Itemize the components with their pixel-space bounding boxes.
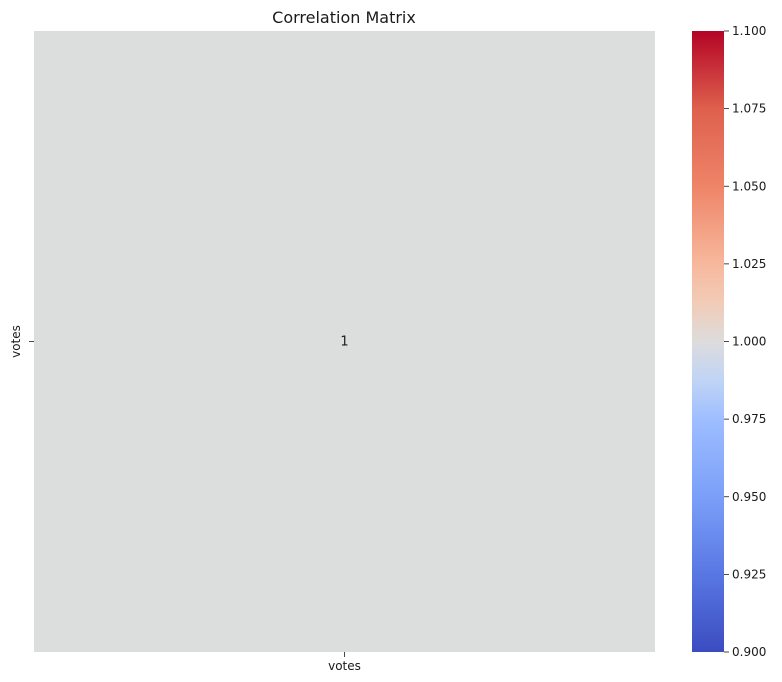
colorbar-tick-label: 0.950 xyxy=(732,490,766,504)
colorbar-tick-label: 1.100 xyxy=(732,24,766,38)
y-tick-label: votes xyxy=(9,325,23,358)
colorbar-ticks: 0.900 0.925 0.950 0.975 1.000 1.025 1.050 1.075… xyxy=(724,24,766,659)
colorbar-tick-label: 1.000 xyxy=(732,335,766,349)
heatmap-annotations: 1 xyxy=(340,335,348,350)
colorbar-tick-label: 0.900 xyxy=(732,645,766,659)
heatmap-cells xyxy=(34,31,655,652)
colorbar-tick-label: 1.075 xyxy=(732,102,766,116)
heatmap-cell-annotation: 1 xyxy=(340,335,348,350)
chart-title: Correlation Matrix xyxy=(272,8,416,27)
x-axis: votes xyxy=(328,652,361,673)
colorbar-tick-label: 1.050 xyxy=(732,179,766,193)
y-axis: votes xyxy=(9,325,34,358)
x-tick-label: votes xyxy=(328,659,361,673)
colorbar xyxy=(692,31,724,652)
colorbar-tick-label: 0.975 xyxy=(732,412,766,426)
colorbar-tick-label: 0.925 xyxy=(732,567,766,581)
colorbar-tick-label: 1.025 xyxy=(732,257,766,271)
heatmap-cell xyxy=(34,31,655,652)
